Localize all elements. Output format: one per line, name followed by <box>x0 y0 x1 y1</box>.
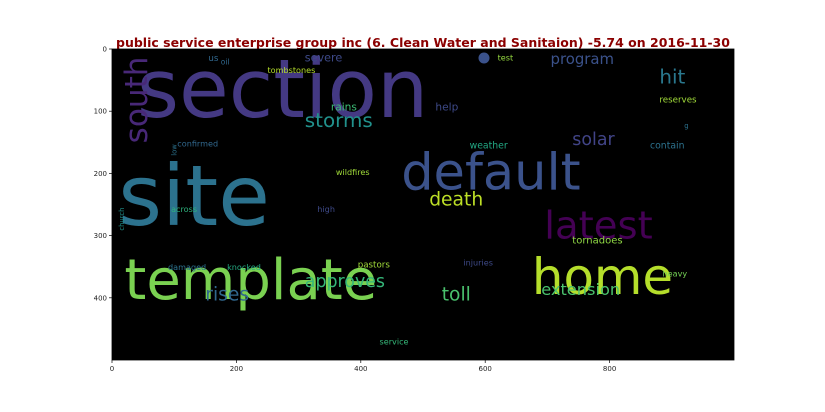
x-tick-label-400: 400 <box>354 365 367 373</box>
word-template: template <box>124 248 377 313</box>
word-severe: severe <box>305 52 343 65</box>
chart-title: public service enterprise group inc (6. … <box>116 35 730 50</box>
word-help: help <box>435 101 458 113</box>
word-toll: toll <box>442 284 471 305</box>
word-storms: storms <box>305 109 373 132</box>
word-pastors: pastors <box>358 260 391 270</box>
word-south: south <box>119 57 155 144</box>
word-oil: oil <box>221 57 230 66</box>
y-tick-label-100: 100 <box>94 108 107 116</box>
word-site: site <box>118 147 270 245</box>
word-solar: solar <box>572 130 615 150</box>
dot-glyph <box>478 52 490 64</box>
word-hit: hit <box>659 66 685 89</box>
word-damaged: damaged <box>168 262 206 272</box>
x-tick-label-200: 200 <box>230 365 243 373</box>
word-service: service <box>380 337 409 347</box>
word-g: g <box>684 122 688 130</box>
word-knocked: knocked <box>227 262 261 272</box>
word-contain: contain <box>650 141 685 152</box>
x-tick-label-800: 800 <box>603 365 616 373</box>
word-approves: approves <box>305 272 385 292</box>
word-tombstones: tombstones <box>268 65 316 75</box>
word-tornadoes: tornadoes <box>572 236 622 247</box>
word-section: section <box>137 43 428 137</box>
word-church: church <box>118 208 126 231</box>
word-home: home <box>532 248 673 306</box>
word-weather: weather <box>470 141 508 152</box>
word-heavy: heavy <box>663 268 688 278</box>
y-tick-label-200: 200 <box>94 170 107 178</box>
word-test: test <box>498 52 514 62</box>
word-rains: rains <box>331 101 357 113</box>
plot-frame <box>111 48 735 361</box>
word-injuries: injuries <box>463 258 493 268</box>
word-extension: extension <box>541 280 620 299</box>
word-across: across <box>171 204 197 214</box>
y-tick-label-0: 0 <box>103 46 107 54</box>
word-reserves: reserves <box>659 96 697 106</box>
y-tick-label-400: 400 <box>94 294 107 302</box>
word-high: high <box>317 204 335 214</box>
word-us: us <box>208 54 219 64</box>
x-tick-label-600: 600 <box>479 365 492 373</box>
word-low: low <box>171 144 179 156</box>
y-tick-label-300: 300 <box>94 232 107 240</box>
word-wildfires: wildfires <box>336 167 370 177</box>
x-tick-label-0: 0 <box>110 365 114 373</box>
word-rises: rises <box>205 284 249 305</box>
plot-background <box>112 49 734 360</box>
axes-layer: 0 200 400 600 800 0 100 200 300 400 <box>94 46 617 374</box>
word-default: default <box>401 143 580 202</box>
word-latest: latest <box>544 204 652 249</box>
word-confirmed: confirmed <box>177 138 218 148</box>
word-program: program <box>551 50 615 68</box>
word-death: death <box>429 190 483 211</box>
